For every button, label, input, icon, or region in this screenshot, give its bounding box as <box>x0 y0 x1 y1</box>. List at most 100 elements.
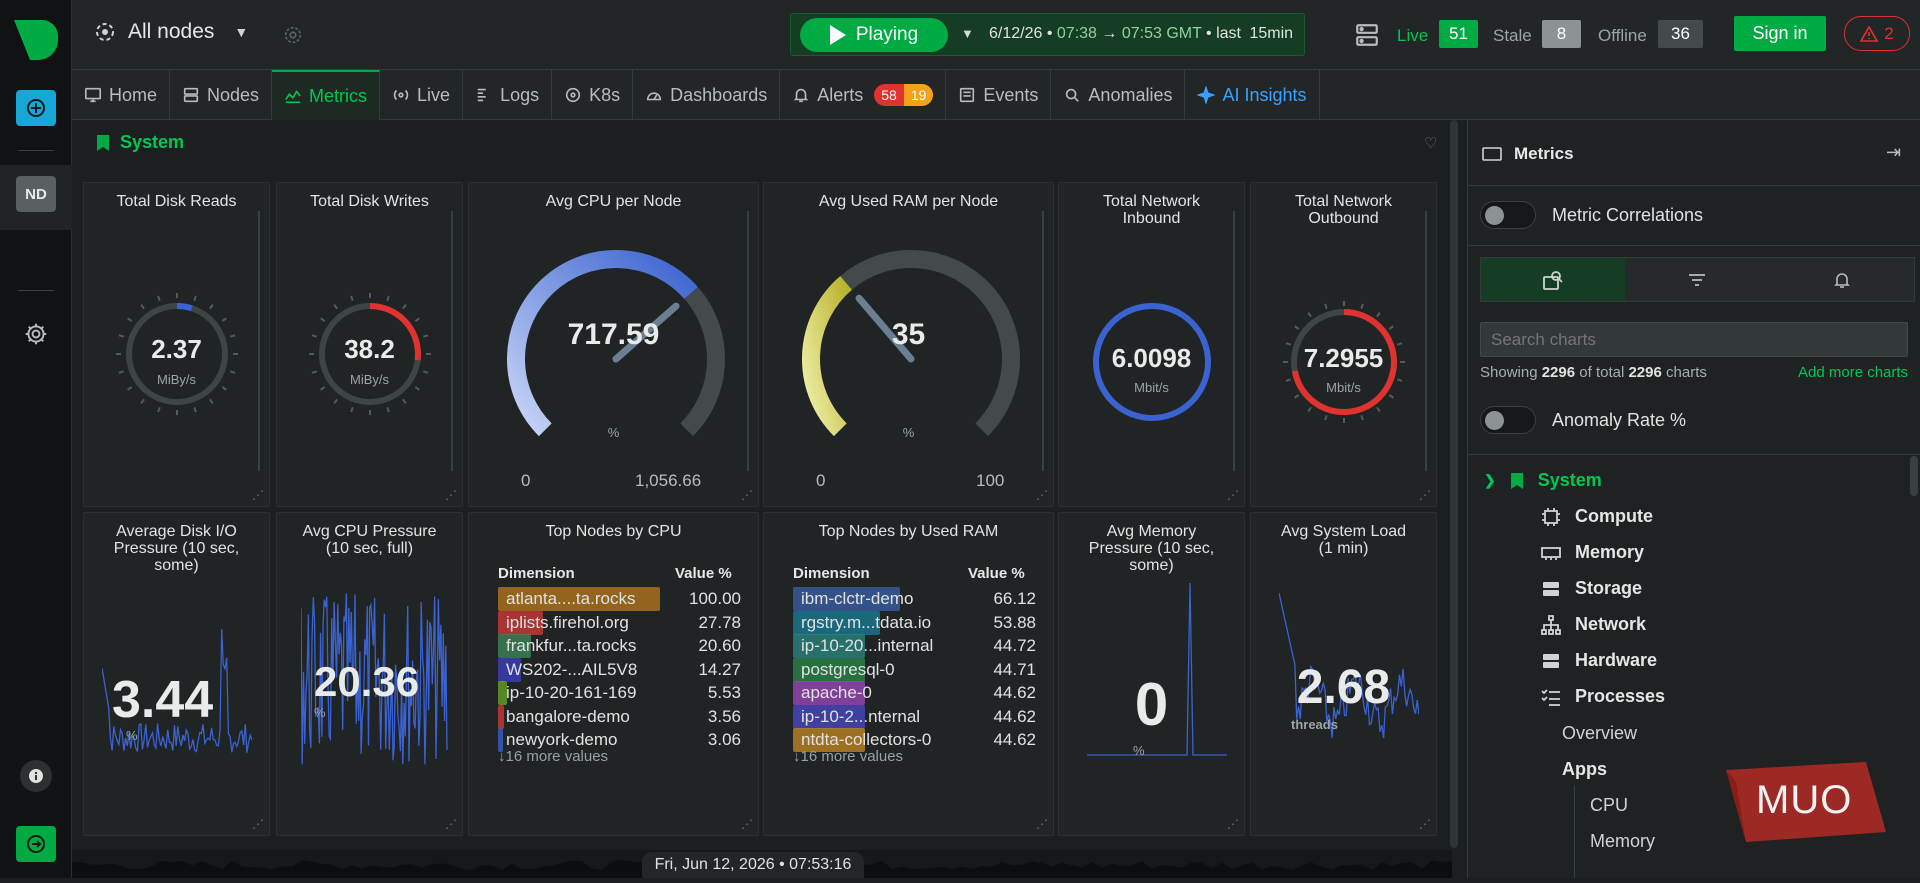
live-count-badge[interactable]: 51 <box>1439 20 1478 48</box>
tab-events[interactable]: Events <box>946 70 1052 120</box>
resize-handle-icon[interactable]: ⋰ <box>1419 488 1431 502</box>
chart-avg-cpu-per-node[interactable]: Avg CPU per Node 717.59 % 0 1,056.66 ⋰ <box>468 182 759 507</box>
table-row-name[interactable]: rgstry.m...tdata.io <box>801 612 932 632</box>
chat-icon[interactable] <box>16 90 56 126</box>
node-badge[interactable]: ND <box>16 176 56 212</box>
offline-count-badge[interactable]: 36 <box>1658 20 1703 48</box>
chart-total-network-outbound[interactable]: Total Network Outbound 7.2955 Mbit/s ⋰ <box>1250 182 1437 507</box>
table-row-name[interactable]: ibm-clctr-demo <box>801 589 914 608</box>
more-values-link[interactable]: ↓16 more values <box>498 748 609 765</box>
play-dropdown-chevron-icon[interactable]: ▼ <box>961 26 974 41</box>
table-row-name[interactable]: ntdta-collectors-0 <box>801 730 932 749</box>
settings-gear-icon[interactable] <box>16 316 56 352</box>
table-row-name[interactable]: WS202-...AIL5V8 <box>506 659 638 679</box>
resize-handle-icon[interactable]: ⋰ <box>1419 817 1431 831</box>
table-row-name[interactable]: ip-10-2...nternal <box>801 706 921 726</box>
table-row-name[interactable]: postgresql-0 <box>801 659 895 679</box>
space-selector[interactable]: All nodes ▼ <box>94 20 248 44</box>
table-row-name[interactable]: newyork-demo <box>506 730 618 749</box>
play-button[interactable]: Playing <box>800 18 948 52</box>
tab-dashboards[interactable]: Dashboards <box>633 70 781 120</box>
table-row-name[interactable]: atlanta....ta.rocks <box>506 589 636 608</box>
tab-anomalies[interactable]: Anomalies <box>1051 70 1186 120</box>
tree-compute[interactable]: Compute <box>1541 506 1653 527</box>
monitor-icon <box>84 87 102 103</box>
tab-nodes[interactable]: Nodes <box>170 70 273 120</box>
anomaly-rate-toggle[interactable] <box>1480 406 1536 434</box>
ram-gauge-unit: % <box>902 425 915 440</box>
info-icon[interactable] <box>20 760 52 792</box>
tab-live[interactable]: Live <box>380 70 464 120</box>
chart-total-disk-writes[interactable]: Total Disk Writes 38.2 MiBy/s ⋰ <box>276 182 463 507</box>
resize-handle-icon[interactable]: ⋰ <box>1036 817 1048 831</box>
nodes-list-icon[interactable] <box>1354 22 1380 53</box>
tab-ai-insights[interactable]: AI Insights <box>1185 70 1320 120</box>
chart-avg-memory-pressure[interactable]: Avg Memory Pressure (10 sec, some) 0 % ⋰ <box>1058 512 1245 836</box>
tree-memory[interactable]: Memory <box>1541 542 1644 563</box>
table-row-name[interactable]: frankfur...ta.rocks <box>506 636 637 655</box>
tree-system[interactable]: ❯ System <box>1484 470 1602 490</box>
tab-home[interactable]: Home <box>72 70 171 120</box>
tab-filters[interactable] <box>1625 258 1769 301</box>
tree-apps-cpu[interactable]: CPU <box>1590 795 1629 815</box>
alerts-badge[interactable]: 2 <box>1844 16 1910 51</box>
row-bar <box>793 610 881 635</box>
tab-alerts[interactable]: Alerts 58 19 <box>780 70 947 120</box>
main-scrollbar[interactable] <box>1450 120 1458 848</box>
tree-overview[interactable]: Overview <box>1562 723 1638 743</box>
live-label[interactable]: Live <box>1397 26 1429 45</box>
chart-top-nodes-by-cpu[interactable]: Top Nodes by CPU Dimension Value % atlan… <box>468 512 759 836</box>
heart-icon[interactable]: ♡ <box>1424 135 1438 152</box>
resize-handle-icon[interactable]: ⋰ <box>1227 817 1239 831</box>
resize-handle-icon[interactable]: ⋰ <box>741 817 753 831</box>
resize-handle-icon[interactable]: ⋰ <box>741 488 753 502</box>
more-values-link[interactable]: ↓16 more values <box>793 748 904 765</box>
table-row-name[interactable]: ip-10-20...internal <box>801 636 934 655</box>
resize-handle-icon[interactable]: ⋰ <box>252 817 264 831</box>
metrics-icon <box>285 90 301 104</box>
login-icon[interactable] <box>16 826 56 862</box>
resize-handle-icon[interactable]: ⋰ <box>445 488 457 502</box>
panel-scrollbar[interactable] <box>1910 456 1918 496</box>
collapse-panel-icon[interactable]: ⇥ <box>1886 142 1902 162</box>
netdata-logo[interactable] <box>12 18 60 62</box>
table-row-name[interactable]: bangalore-demo <box>506 706 630 726</box>
chart-avg-disk-io-pressure[interactable]: Average Disk I/O Pressure (10 sec, some) 3… <box>83 512 270 836</box>
table-row-name[interactable]: ip-10-20-161-169 <box>506 683 637 702</box>
resize-handle-icon[interactable]: ⋰ <box>1227 488 1239 502</box>
table-row-name[interactable]: apache-0 <box>801 683 872 702</box>
chart-top-nodes-by-ram[interactable]: Top Nodes by Used RAM Dimension Value % … <box>763 512 1054 836</box>
timeline-bar[interactable]: Fri, Jun 12, 2026 • 07:53:16 <box>72 850 1452 878</box>
chart-avg-system-load[interactable]: Avg System Load (1 min) 2.68 threads ⋰ <box>1250 512 1437 836</box>
play-label: Playing <box>855 24 919 45</box>
resize-handle-icon[interactable]: ⋰ <box>1036 488 1048 502</box>
chart-avg-cpu-pressure[interactable]: Avg CPU Pressure (10 sec, full) 20.36 % ⋰ <box>276 512 463 836</box>
chart-total-disk-reads[interactable]: Total Disk Reads 2.37 MiBy/s ⋰ <box>83 182 270 507</box>
tree-processes[interactable]: Processes <box>1541 686 1665 707</box>
chart-avg-used-ram[interactable]: Avg Used RAM per Node 35 % 0 100 ⋰ <box>763 182 1054 507</box>
tree-apps-memory[interactable]: Memory <box>1590 831 1656 851</box>
stale-count-badge[interactable]: 8 <box>1542 20 1581 48</box>
table-header-value: Value % <box>968 565 1025 582</box>
tree-storage[interactable]: Storage <box>1541 578 1642 599</box>
stale-label[interactable]: Stale <box>1493 26 1532 45</box>
offline-label[interactable]: Offline <box>1598 26 1647 45</box>
space-settings-gear-icon[interactable] <box>282 24 304 51</box>
tree-network[interactable]: Network <box>1541 614 1646 635</box>
tab-charts[interactable] <box>1481 258 1626 301</box>
tab-alerts-panel[interactable] <box>1770 258 1914 301</box>
tab-metrics[interactable]: Metrics <box>272 70 381 120</box>
sign-in-button[interactable]: Sign in <box>1734 16 1826 51</box>
tree-hardware[interactable]: Hardware <box>1541 650 1657 671</box>
time-range[interactable]: 6/12/26 • 07:38 → 07:53 GMT • last 15min <box>989 25 1294 42</box>
table-row-name[interactable]: iplists.firehol.org <box>506 612 629 632</box>
resize-handle-icon[interactable]: ⋰ <box>445 817 457 831</box>
chart-total-network-inbound[interactable]: Total Network Inbound 6.0098 Mbit/s ⋰ <box>1058 182 1245 507</box>
search-charts-input[interactable] <box>1480 322 1908 357</box>
resize-handle-icon[interactable]: ⋰ <box>252 488 264 502</box>
add-more-charts-link[interactable]: Add more charts <box>1798 364 1909 381</box>
metric-correlations-toggle[interactable] <box>1480 201 1536 229</box>
tab-k8s[interactable]: K8s <box>552 70 634 120</box>
tab-logs[interactable]: Logs <box>463 70 553 120</box>
tree-apps[interactable]: Apps <box>1562 759 1607 779</box>
